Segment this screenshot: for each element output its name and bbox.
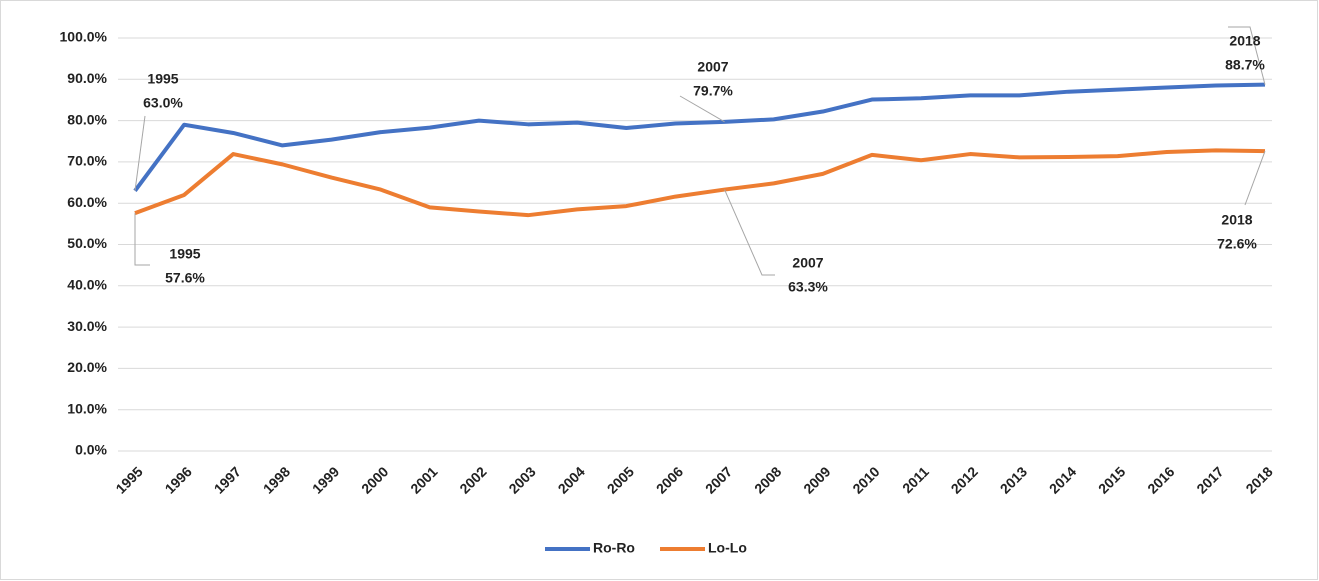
callout-category: 2007	[792, 255, 823, 271]
y-tick-label: 100.0%	[60, 29, 108, 45]
data-label: 79.7%	[693, 83, 733, 99]
legend-label: Lo-Lo	[708, 540, 747, 556]
data-label: 57.6%	[165, 270, 205, 286]
y-tick-label: 30.0%	[67, 318, 107, 334]
leader-line	[1244, 150, 1266, 206]
callout-category: 1995	[169, 246, 200, 262]
y-tick-label: 10.0%	[67, 400, 107, 416]
y-tick-label: 50.0%	[67, 235, 107, 251]
y-tick-label: 90.0%	[67, 70, 107, 86]
leader-line	[679, 95, 725, 123]
leader-line	[724, 189, 775, 276]
data-label: 88.7%	[1225, 57, 1265, 73]
leader-line	[134, 115, 146, 191]
y-tick-label: 20.0%	[67, 359, 107, 375]
data-label: 63.3%	[788, 279, 828, 295]
series-line	[133, 82, 1266, 193]
y-tick-label: 80.0%	[67, 111, 107, 127]
y-tick-label: 40.0%	[67, 277, 107, 293]
leader-line	[134, 213, 150, 266]
callout-category: 2018	[1221, 212, 1252, 228]
callout-category: 1995	[147, 71, 178, 87]
legend-label: Ro-Ro	[593, 540, 635, 556]
data-label: 63.0%	[143, 95, 183, 111]
leader-line	[1228, 26, 1266, 85]
callout-category: 2018	[1229, 33, 1260, 49]
series-line	[134, 148, 1266, 218]
data-label: 72.6%	[1217, 236, 1257, 252]
y-tick-label: 0.0%	[75, 442, 107, 458]
y-tick-label: 60.0%	[67, 194, 107, 210]
y-tick-label: 70.0%	[67, 153, 107, 169]
callout-category: 2007	[697, 59, 728, 75]
